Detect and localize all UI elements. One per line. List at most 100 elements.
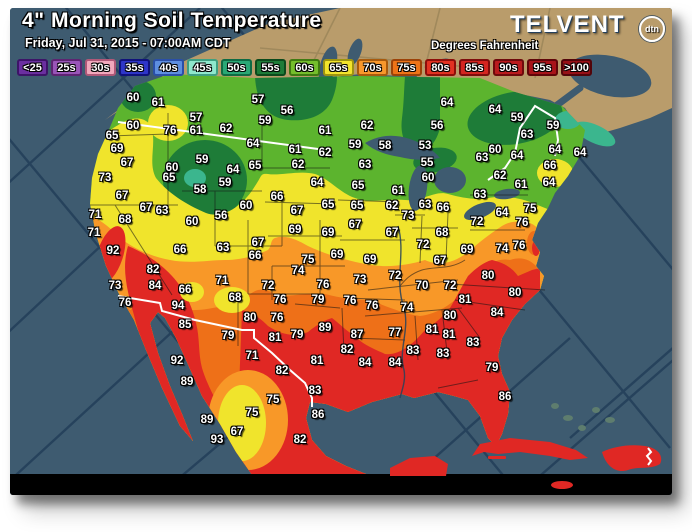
temp-label: 62 [291,159,305,171]
temperature-labels: 60 61 57 62 60 65 76 61 69 67 73 67 67 63 71 68 71 59 64 60… [10,8,672,495]
temp-label: 67 [120,157,134,169]
dtn-logo-badge: dtn [639,16,665,42]
legend-item-60s: 60s [289,59,320,76]
legend-item-25s: 25s [51,59,82,76]
temp-label: 56 [430,120,444,132]
temp-label: 80 [243,312,257,324]
temp-label: 85 [178,319,192,331]
temp-label: 61 [514,179,528,191]
legend-item-30s: 30s [85,59,116,76]
temp-label: 60 [239,200,253,212]
temp-label: 89 [318,322,332,334]
temp-label: 75 [301,254,315,266]
temp-label: 60 [165,162,179,174]
temp-label: 66 [178,284,192,296]
temp-label: 93 [210,434,224,446]
legend-item-75s: 75s [391,59,422,76]
temp-label: 76 [343,295,357,307]
temp-label: 71 [215,275,229,287]
temp-label: 80 [508,287,522,299]
temp-label: 63 [475,152,489,164]
temp-label: 75 [245,407,259,419]
temp-label: 82 [293,434,307,446]
temp-label: 84 [358,357,372,369]
temp-label: 62 [360,120,374,132]
temp-label: 67 [139,202,153,214]
temp-label: 89 [200,414,214,426]
temp-label: 66 [436,202,450,214]
temp-label: 73 [401,210,415,222]
temp-label: 59 [195,154,209,166]
temp-label: 57 [251,94,265,106]
temp-label: 71 [87,227,101,239]
temp-label: 84 [490,307,504,319]
temp-label: 80 [481,270,495,282]
temp-label: 83 [308,385,322,397]
temp-label: 62 [493,170,507,182]
temp-label: 61 [151,97,165,109]
temp-label: 71 [88,209,102,221]
temp-label: 65 [351,180,365,192]
temp-label: 77 [388,327,402,339]
temp-label: 69 [288,224,302,236]
temp-label: 82 [340,344,354,356]
temp-label: 67 [115,190,129,202]
international-borders [117,104,560,407]
map-title: 4" Morning Soil Temperature [22,9,322,32]
temp-label: 76 [270,312,284,324]
temp-label: 65 [162,172,176,184]
temp-label: 55 [420,157,434,169]
temp-label: 83 [406,345,420,357]
temp-label: 63 [520,129,534,141]
temp-label: 76 [316,279,330,291]
temp-label: 76 [365,300,379,312]
temp-label: 81 [442,329,456,341]
temp-label: 72 [261,280,275,292]
temp-label: 86 [311,409,325,421]
temp-label: 82 [275,365,289,377]
temp-label: 59 [348,139,362,151]
temp-label: 64 [246,138,260,150]
temp-label: 79 [221,330,235,342]
temp-label: 56 [280,105,294,117]
temp-label: 72 [470,216,484,228]
temp-label: 59 [546,120,560,132]
temp-label: 61 [288,144,302,156]
legend-item-35s: 35s [119,59,150,76]
temp-label: 64 [510,150,524,162]
temp-label: 72 [388,270,402,282]
temp-label: 67 [230,426,244,438]
temp-label: 73 [98,172,112,184]
temp-label: 73 [108,280,122,292]
temp-label: 65 [321,199,335,211]
temp-label: 68 [228,292,242,304]
temp-label: 64 [495,207,509,219]
legend-item-45s: 45s [187,59,218,76]
temp-label: 64 [488,104,502,116]
temp-label: 59 [218,177,232,189]
temp-label: 63 [155,205,169,217]
temp-label: 60 [421,172,435,184]
temp-label: 64 [573,147,587,159]
temp-label: 59 [258,115,272,127]
temp-label: 61 [318,125,332,137]
temp-label: 69 [330,249,344,261]
temperature-legend: <25 25s 30s 35s 40s 45s 50s 55s 60s 65s 70s 75s 80s 8… [17,59,592,76]
temp-label: 81 [425,324,439,336]
soil-temperature-map[interactable]: 60 61 57 62 60 65 76 61 69 67 73 67 67 63 71 68 71 59 64 60… [10,8,672,495]
temp-label: 57 [189,112,203,124]
temp-label: 64 [440,97,454,109]
temp-label: 65 [105,130,119,142]
legend-item-100: >100 [561,59,592,76]
telvent-logo: TELVENT [510,11,625,38]
legend-item-25: <25 [17,59,48,76]
temp-label: 66 [270,191,284,203]
temp-label: 70 [415,280,429,292]
temp-label: 81 [268,332,282,344]
legend-item-40s: 40s [153,59,184,76]
temp-label: 63 [358,159,372,171]
temp-label: 64 [548,144,562,156]
temp-label: 58 [378,140,392,152]
temp-label: 87 [350,329,364,341]
